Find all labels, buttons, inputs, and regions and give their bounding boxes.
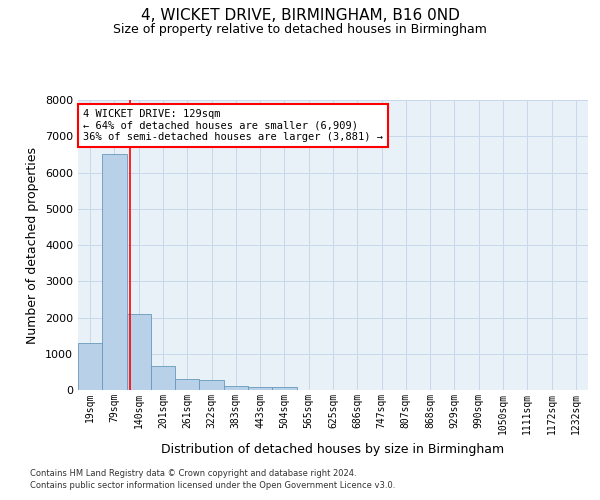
Text: Distribution of detached houses by size in Birmingham: Distribution of detached houses by size … [161, 442, 505, 456]
Bar [272, 387, 296, 390]
Text: 4, WICKET DRIVE, BIRMINGHAM, B16 0ND: 4, WICKET DRIVE, BIRMINGHAM, B16 0ND [140, 8, 460, 22]
Bar [151, 366, 175, 390]
Bar [102, 154, 127, 390]
Bar [78, 343, 102, 390]
Bar [175, 379, 199, 390]
Text: Contains public sector information licensed under the Open Government Licence v3: Contains public sector information licen… [30, 481, 395, 490]
Y-axis label: Number of detached properties: Number of detached properties [26, 146, 40, 344]
Bar [199, 380, 224, 390]
Bar [127, 314, 151, 390]
Text: Contains HM Land Registry data © Crown copyright and database right 2024.: Contains HM Land Registry data © Crown c… [30, 468, 356, 477]
Bar [224, 386, 248, 390]
Text: 4 WICKET DRIVE: 129sqm
← 64% of detached houses are smaller (6,909)
36% of semi-: 4 WICKET DRIVE: 129sqm ← 64% of detached… [83, 109, 383, 142]
Text: Size of property relative to detached houses in Birmingham: Size of property relative to detached ho… [113, 22, 487, 36]
Bar [248, 387, 272, 390]
